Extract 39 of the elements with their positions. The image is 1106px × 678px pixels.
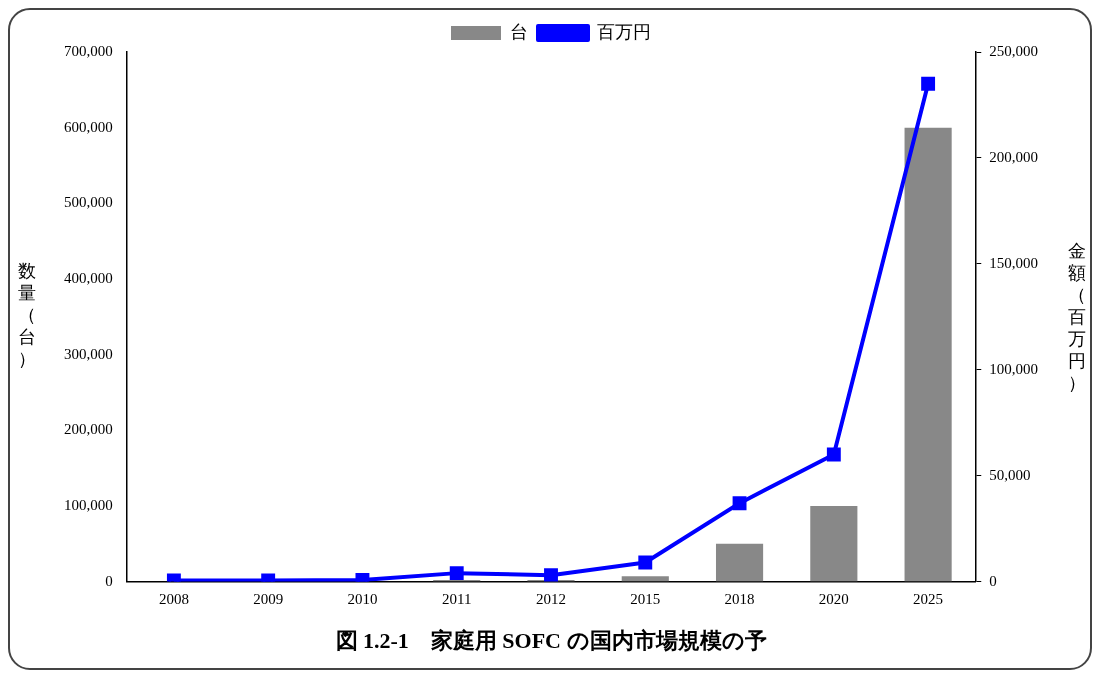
bar [621,576,669,582]
bar [715,543,764,582]
y2-tick-label: 250,000 [989,42,1038,59]
x-tick-label: 2020 [818,590,849,607]
x-tick-label: 2025 [913,590,944,607]
legend-label: 台 [510,21,528,42]
y-tick-label: 500,000 [64,194,113,211]
y-tick-label: 200,000 [64,421,113,438]
y2-tick-label: 150,000 [989,254,1038,271]
y-tick-label: 400,000 [64,269,113,286]
y-tick-label: 600,000 [64,118,113,135]
y-tick-label: 700,000 [64,42,113,59]
y2-tick-label: 100,000 [989,360,1038,377]
bar [810,505,858,582]
x-tick-label: 2015 [630,590,661,607]
point [826,447,841,462]
x-tick-label: 2008 [158,590,189,607]
text: 図 1.2-1 家庭用 SOFC の国内市場規模の予 [335,628,767,654]
x-tick-label: 2011 [442,590,472,607]
point [732,496,747,511]
y2-tick-label: 50,000 [989,466,1031,483]
x-tick-label: 2018 [724,590,755,607]
y-tick-label: 0 [105,572,113,589]
x-tick-label: 2010 [347,590,378,607]
legend-label: 百万円 [597,21,651,42]
bar [904,127,952,582]
x-tick-label: 2012 [536,590,566,607]
y2-axis-title: 金額（百万円） [1068,240,1086,394]
point [449,566,464,581]
y-tick-label: 300,000 [64,345,113,362]
y2-tick-label: 200,000 [989,148,1038,165]
point [544,568,558,582]
y-axis-title: 数量（台） [18,260,36,370]
point [921,76,936,91]
y-tick-label: 100,000 [64,496,113,513]
x-tick-label: 2009 [253,590,284,607]
point [638,555,653,570]
rounded-frame: 数量（台） 金額（百万円） 台 百万円 図 1.2-1 家庭用 SOFC の国内市場規模の予 2008 2009 2010 2011 2012 2015 2018 2020 2025 0 100,000 200,000 300,000 400,000 500,000 600,000 700,000 0 50,000 100,000 150,000 200,000 250,000 [8,8,1092,670]
y2-tick-label: 0 [989,572,997,589]
